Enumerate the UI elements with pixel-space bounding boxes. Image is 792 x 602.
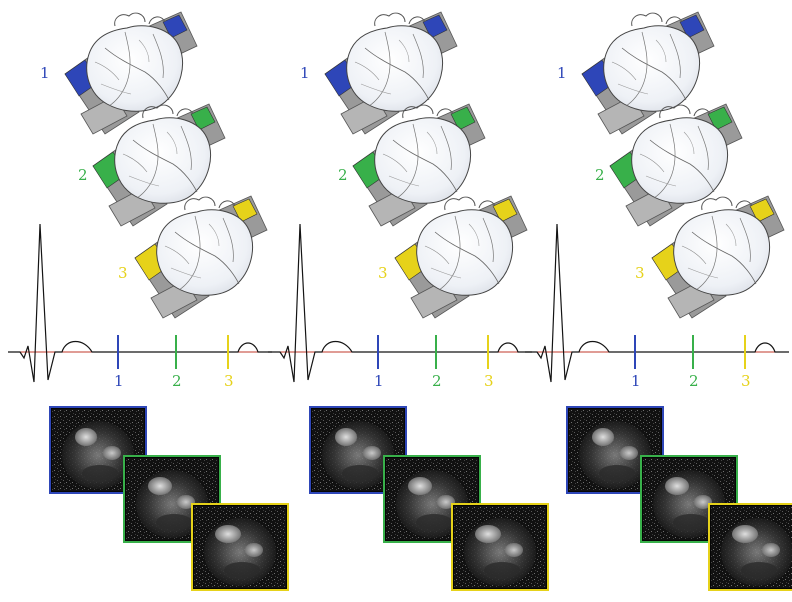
slice-highlight [450, 106, 476, 131]
mri-bright-region [148, 477, 172, 495]
mri-bright-region [177, 495, 195, 509]
mri-image [309, 406, 407, 494]
heart-phase-label: 2 [338, 166, 348, 184]
slice-highlight [422, 14, 448, 39]
slice-highlight [679, 14, 705, 39]
slice-highlight [162, 14, 188, 39]
mri-dark-region [599, 465, 635, 481]
mri-image [708, 503, 792, 591]
slice-highlight [707, 106, 733, 131]
mri-bright-region [665, 477, 689, 495]
heart-with-slices [581, 11, 715, 135]
mri-dark-region [673, 514, 709, 530]
mri-bright-region [215, 525, 241, 543]
mri-bright-region [437, 495, 455, 509]
mri-dark-region [484, 562, 520, 578]
heart-with-slices [64, 11, 198, 135]
mri-bright-region [245, 543, 263, 557]
heart-phase-label: 3 [118, 264, 128, 282]
heart-phase-label: 3 [635, 264, 645, 282]
mri-dark-region [741, 562, 777, 578]
heart-phase-label: 2 [78, 166, 88, 184]
mri-bright-region [592, 428, 614, 446]
mri-bright-region [408, 477, 432, 495]
mri-bright-region [694, 495, 712, 509]
heart-phase-label: 1 [40, 64, 50, 82]
mri-bright-region [620, 446, 638, 460]
heart-phase-label: 3 [378, 264, 388, 282]
ecg-trace: 1 2 3 [268, 223, 532, 390]
ecg-phase-label: 3 [484, 372, 494, 390]
mri-image [566, 406, 664, 494]
ecg-trace: 1 2 3 [525, 223, 789, 390]
panels-layer: 1 2 3 1 2 3 1 2 3 1 2 3 1 2 3 1 2 3 [8, 11, 792, 591]
mri-bright-region [75, 428, 97, 446]
ecg-phase-label: 1 [374, 372, 384, 390]
heart-phase-label: 1 [557, 64, 567, 82]
mri-bright-region [363, 446, 381, 460]
mri-dark-region [156, 514, 192, 530]
slice-highlight [749, 198, 775, 223]
ecg-waveform [268, 223, 532, 383]
heart-with-slices [324, 11, 458, 135]
mri-image [451, 503, 549, 591]
heart-with-slices [134, 195, 268, 319]
ecg-phase-label: 1 [114, 372, 124, 390]
ecg-phase-label: 3 [224, 372, 234, 390]
heart-phase-label: 1 [300, 64, 310, 82]
mri-dark-region [416, 514, 452, 530]
panel: 1 2 3 1 2 3 [268, 11, 549, 591]
ecg-phase-label: 2 [689, 372, 699, 390]
panel: 1 2 3 1 2 3 [8, 11, 289, 591]
heart-with-slices [352, 103, 486, 227]
ecg-waveform [525, 223, 789, 383]
ecg-phase-label: 2 [172, 372, 182, 390]
heart-with-slices [394, 195, 528, 319]
mri-bright-region [505, 543, 523, 557]
ecg-waveform [8, 223, 272, 383]
slice-highlight [232, 198, 258, 223]
heart-with-slices [92, 103, 226, 227]
ecg-phase-label: 2 [432, 372, 442, 390]
slice-highlight [190, 106, 216, 131]
mri-dark-region [82, 465, 118, 481]
panel: 1 2 3 1 2 3 [525, 11, 792, 591]
mri-bright-region [103, 446, 121, 460]
slice-highlight [492, 198, 518, 223]
heart-with-slices [651, 195, 785, 319]
mri-bright-region [732, 525, 758, 543]
mri-dark-region [342, 465, 378, 481]
ecg-phase-label: 3 [741, 372, 751, 390]
ecg-trace: 1 2 3 [8, 223, 272, 390]
mri-image [191, 503, 289, 591]
ecg-phase-label: 1 [631, 372, 641, 390]
heart-phase-label: 2 [595, 166, 605, 184]
mri-dark-region [224, 562, 260, 578]
mri-bright-region [335, 428, 357, 446]
heart-with-slices [609, 103, 743, 227]
mri-bright-region [475, 525, 501, 543]
mri-bright-region [762, 543, 780, 557]
